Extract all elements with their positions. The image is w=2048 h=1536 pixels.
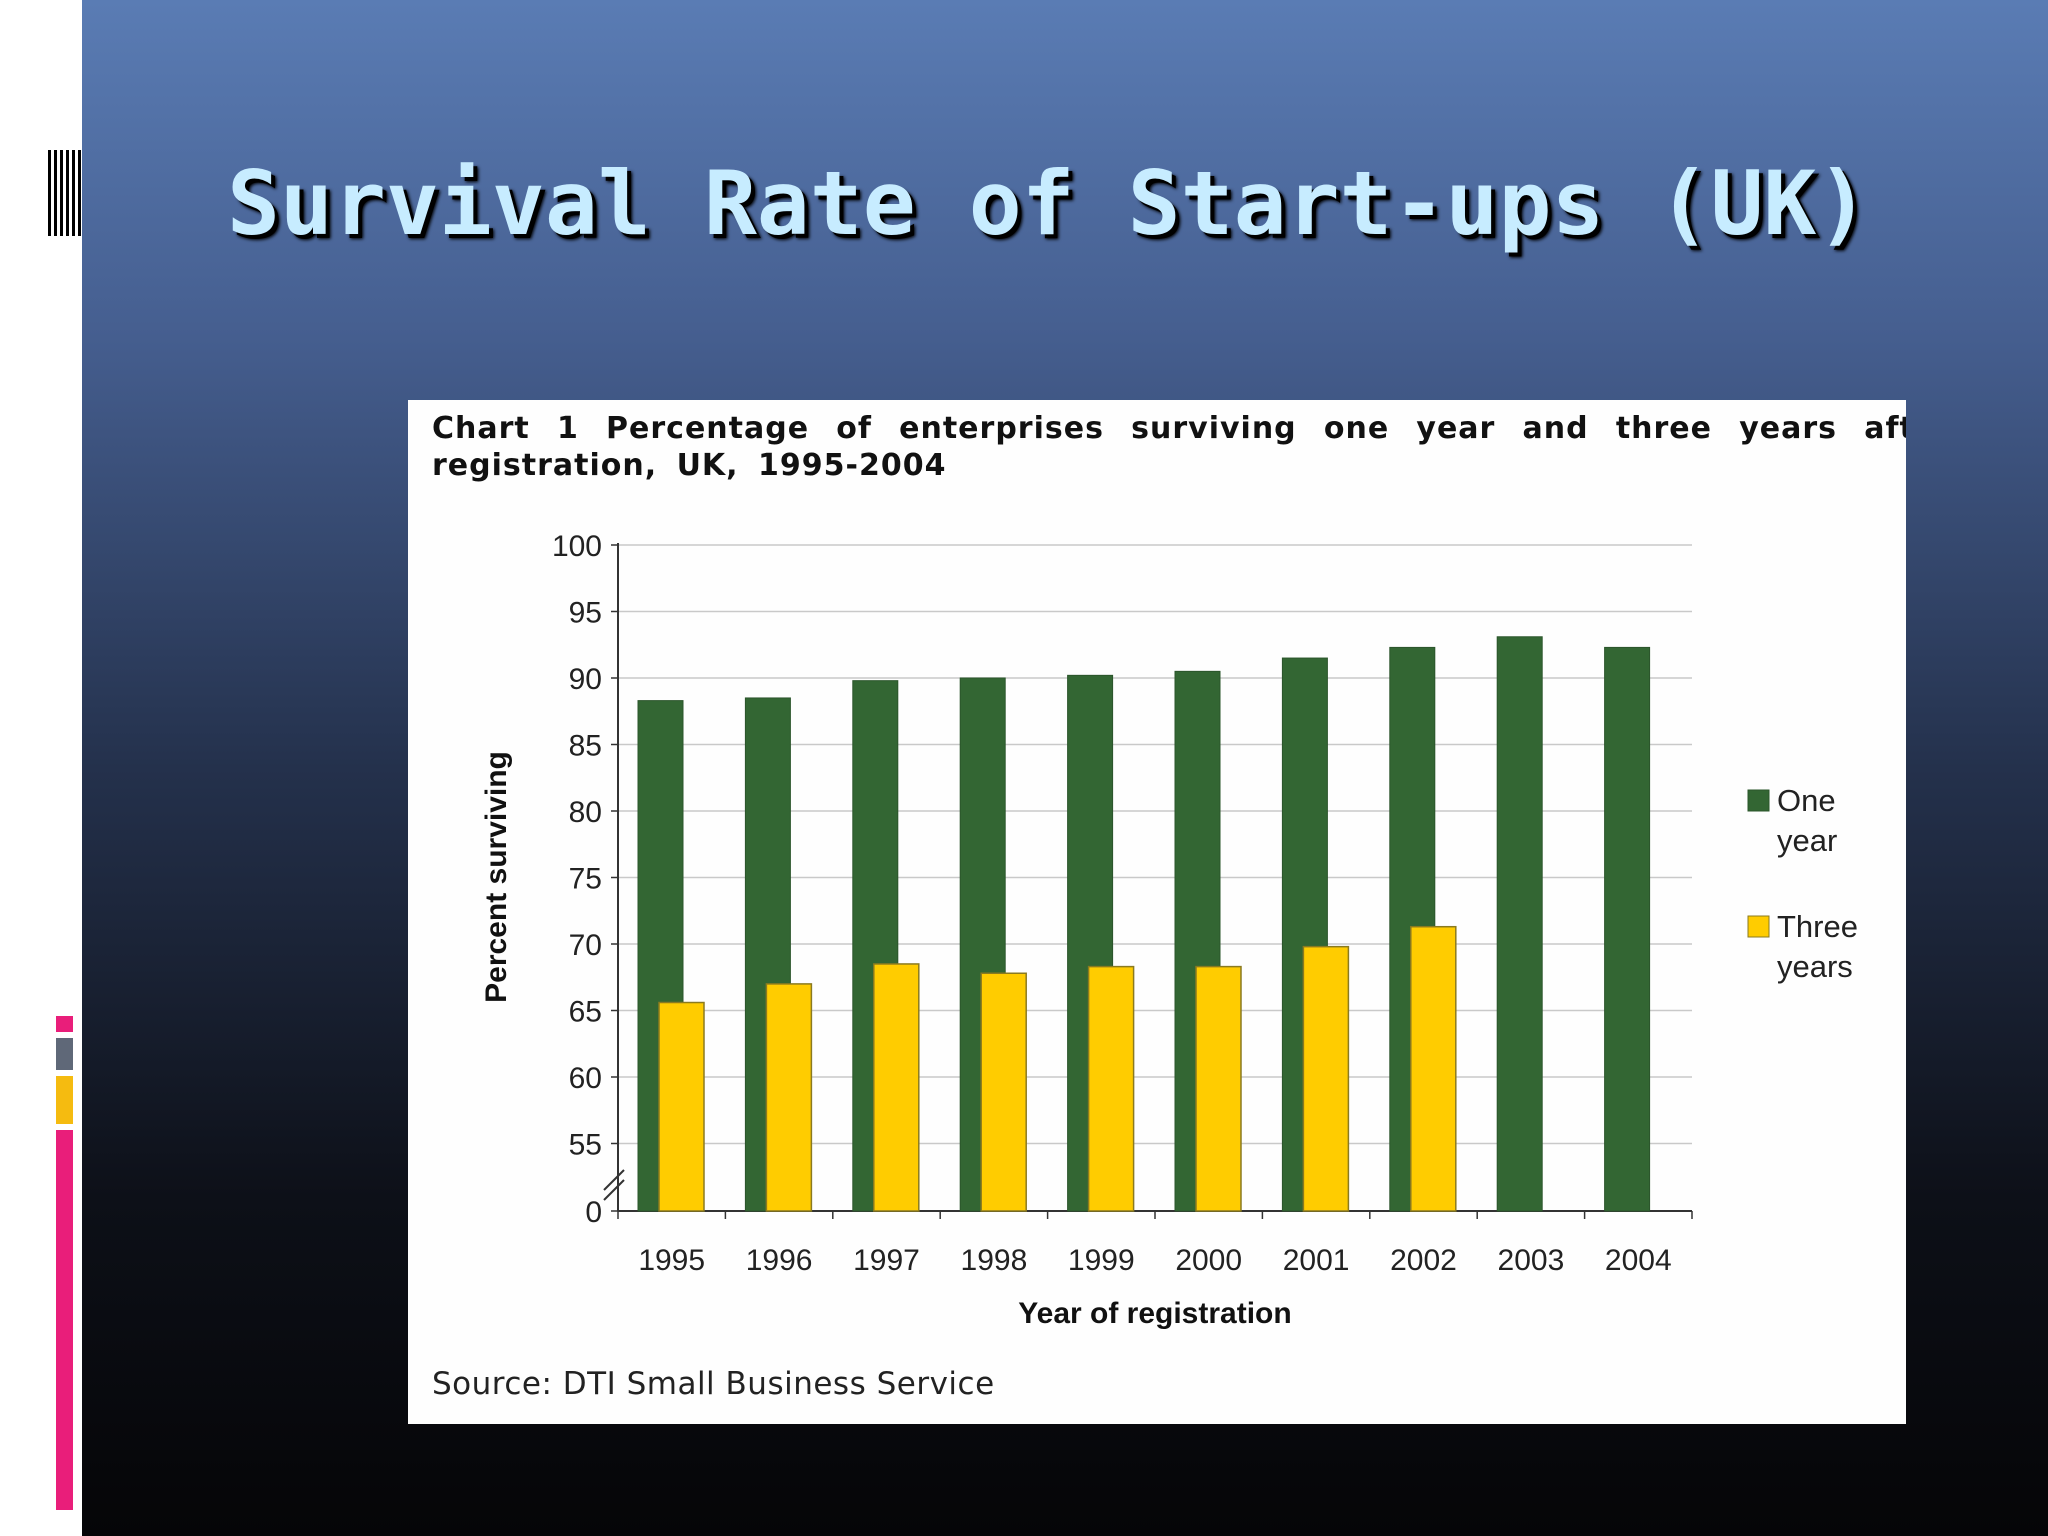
y-tick-label: 75 — [569, 863, 602, 896]
x-tick-label: 1999 — [1068, 1244, 1135, 1277]
bar-three-years-2000 — [1195, 965, 1242, 1212]
x-tick-label: 1997 — [853, 1244, 920, 1277]
bar-three-years-1996 — [765, 983, 813, 1212]
accent-bar-yellow — [56, 1076, 73, 1124]
x-tick-label: 1995 — [638, 1244, 705, 1277]
x-axis-title: Year of registration — [1018, 1297, 1291, 1330]
legend-swatch-three-years — [1747, 915, 1770, 938]
y-tick-label: 60 — [569, 1062, 602, 1095]
bar-three-years-2001 — [1302, 945, 1350, 1212]
x-tick-label: 2001 — [1283, 1244, 1350, 1277]
y-tick-label: 85 — [569, 730, 602, 763]
y-tick-label: 90 — [569, 663, 602, 696]
y-tick-label: 100 — [552, 530, 602, 563]
chart-panel: Chart 1 Percentage of enterprises surviv… — [408, 400, 1906, 1424]
y-tick-label: 55 — [569, 1129, 602, 1162]
axis-break-mark — [603, 1179, 625, 1201]
legend-label-one-year: One — [1777, 783, 1836, 818]
bar-chart: 0 55 60 65 70 75 80 85 90 95 100 1995 1996 1997 1998 19… — [480, 530, 1858, 1330]
x-tick-label: 1998 — [961, 1244, 1028, 1277]
bar-one-year-2003 — [1496, 636, 1543, 1212]
bar-three-years-1995 — [658, 1001, 705, 1212]
chart-source: Source: DTI Small Business Service — [432, 1366, 995, 1402]
bar-three-years-1999 — [1087, 965, 1135, 1212]
accent-bar-pink-top — [56, 1016, 73, 1032]
legend-swatch-one-year — [1747, 789, 1770, 812]
y-tick-label: 95 — [569, 597, 602, 630]
y-axis-title: Percent surviving — [480, 751, 513, 1003]
slide-background: Survival Rate of Start-ups (UK) Chart 1 … — [82, 0, 2048, 1536]
slide-title: Survival Rate of Start-ups (UK) — [227, 152, 1870, 255]
y-tick-label: 0 — [585, 1196, 602, 1229]
legend-label-one-year: year — [1777, 823, 1837, 858]
bar-one-year-2004 — [1604, 646, 1651, 1212]
x-tick-label: 2002 — [1390, 1244, 1457, 1277]
bar-three-years-1998 — [980, 972, 1027, 1212]
chart-caption: Chart 1 Percentage of enterprises surviv… — [432, 411, 1906, 483]
accent-bar-pink-long — [56, 1130, 73, 1510]
y-tick-label: 80 — [569, 796, 602, 829]
barcode-stripes-decoration — [48, 150, 82, 236]
y-tick-label: 70 — [569, 929, 602, 962]
y-tick-label: 65 — [569, 996, 602, 1029]
x-tick-label: 1996 — [746, 1244, 813, 1277]
x-tick-label: 2004 — [1605, 1244, 1672, 1277]
x-tick-label: 2000 — [1175, 1244, 1242, 1277]
accent-bar-gray — [56, 1038, 73, 1070]
legend-label-three-years: Three — [1777, 909, 1858, 944]
bar-three-years-2002 — [1410, 925, 1457, 1212]
axis-break-mark — [603, 1169, 625, 1191]
x-tick-label: 2003 — [1498, 1244, 1565, 1277]
legend-label-three-years: years — [1777, 949, 1853, 984]
bar-three-years-1997 — [873, 963, 920, 1212]
